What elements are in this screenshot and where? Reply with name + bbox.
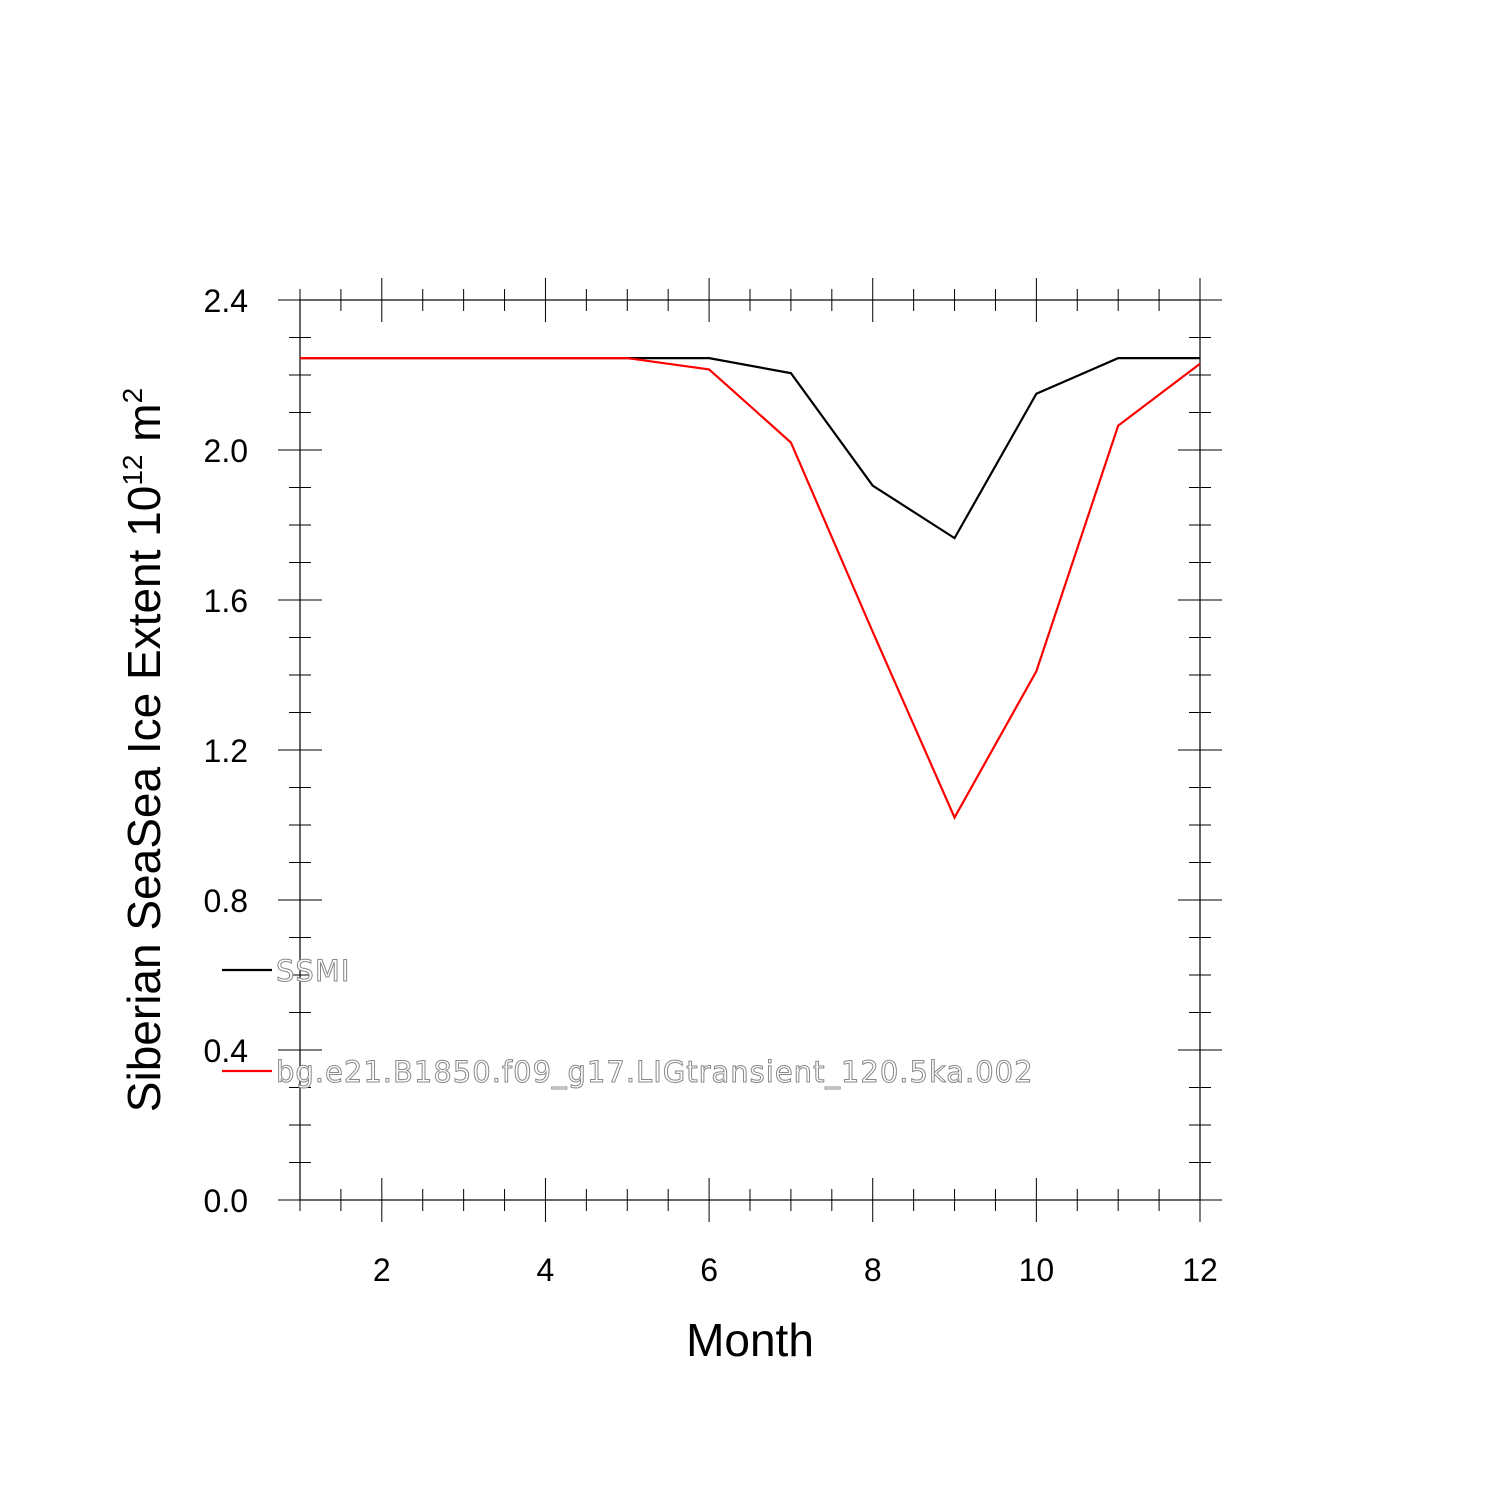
- legend: SSMI bg.e21.B1850.f09_g17.LIGtransient_12…: [222, 954, 1034, 1090]
- y-tick-label: 0.0: [204, 1183, 248, 1219]
- y-axis-title-unit-exponent: 2: [117, 388, 148, 404]
- legend-label-1: SSMI: [276, 954, 350, 988]
- series-line-1: [300, 357, 1200, 540]
- y-axis-title: Siberian SeaSea Ice Extent 1012 m2: [117, 388, 170, 1112]
- x-tick-label: 12: [1182, 1252, 1218, 1288]
- x-tick-labels: 2 4 6 8 10 12: [373, 1252, 1218, 1288]
- series-line-2: [300, 357, 1201, 820]
- x-tick-label: 6: [700, 1252, 718, 1288]
- y-axis-title-unit: m: [118, 403, 170, 454]
- y-axis-title-exponent: 12: [117, 455, 148, 486]
- y-tick-label: 2.0: [204, 433, 248, 469]
- x-tick-label: 2: [373, 1252, 391, 1288]
- y-tick-label: 1.6: [204, 583, 248, 619]
- x-tick-label: 10: [1019, 1252, 1055, 1288]
- y-tick-label: 1.2: [204, 733, 248, 769]
- series-lines: [300, 357, 1201, 820]
- y-tick-label: 0.8: [204, 883, 248, 919]
- y-axis-title-main: Siberian SeaSea Ice Extent 10: [118, 486, 170, 1113]
- x-tick-label: 8: [864, 1252, 882, 1288]
- y-tick-labels: 0.0 0.4 0.8 1.2 1.6 2.0 2.4: [204, 283, 248, 1219]
- y-tick-label: 0.4: [204, 1033, 248, 1069]
- y-tick-label: 2.4: [204, 283, 248, 319]
- x-tick-label: 4: [537, 1252, 555, 1288]
- plot-frame: [299, 299, 1201, 1201]
- legend-label-2: bg.e21.B1850.f09_g17.LIGtransient_120.5k…: [276, 1055, 1034, 1089]
- x-axis-title: Month: [686, 1314, 814, 1366]
